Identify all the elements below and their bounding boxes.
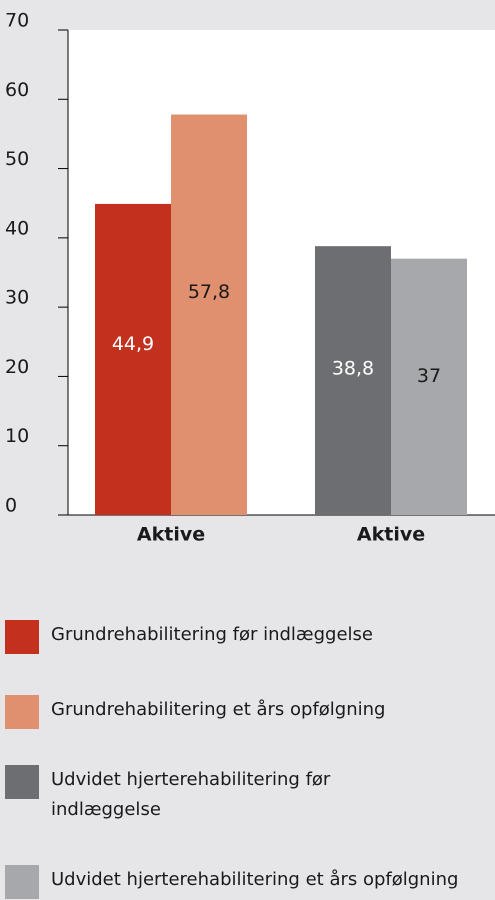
bar — [391, 258, 467, 515]
legend-label: Udvidet hjerterehabilitering et års opfø… — [51, 869, 459, 890]
legend-item: Grundrehabilitering før indlæggelse — [5, 620, 373, 654]
legend-item: Udvidet hjerterehabilitering et års opfø… — [5, 865, 458, 899]
y-tick-label: 30 — [5, 287, 29, 309]
x-tick-label: Aktive — [137, 524, 205, 546]
y-tick-label: 50 — [5, 148, 29, 170]
legend-swatch — [5, 865, 39, 899]
legend-label: Grundrehabilitering et års opfølgning — [51, 699, 386, 720]
legend-item: Udvidet hjerterehabilitering før indlægg… — [5, 765, 341, 825]
value-label: 38,8 — [332, 358, 374, 380]
legend-swatch — [5, 765, 39, 799]
y-tick-label: 0 — [5, 495, 17, 517]
bar — [171, 114, 247, 516]
x-tick-label: Aktive — [357, 524, 425, 546]
y-tick-label: 70 — [5, 10, 29, 32]
chart: 0 10 20 30 40 50 60 70 Aktive 44,9 57,8 Aktive 38,8 3… — [5, 10, 495, 546]
value-label: 44,9 — [112, 333, 154, 355]
legend-label: Grundrehabilitering før indlæggelse — [51, 624, 373, 645]
value-label: 57,8 — [188, 281, 230, 303]
legend-swatch — [5, 695, 39, 729]
y-tick-label: 40 — [5, 217, 29, 239]
y-tick-label: 20 — [5, 356, 29, 378]
y-tick-label: 60 — [5, 79, 29, 101]
y-tick-label: 10 — [5, 425, 29, 447]
bar — [95, 203, 171, 515]
legend-item: Grundrehabilitering et års opfølgning — [5, 695, 385, 729]
bar — [315, 246, 391, 515]
legend-swatch — [5, 620, 39, 654]
value-label: 37 — [417, 365, 441, 387]
legend-label: Udvidet hjerterehabilitering før indlægg… — [51, 769, 331, 820]
